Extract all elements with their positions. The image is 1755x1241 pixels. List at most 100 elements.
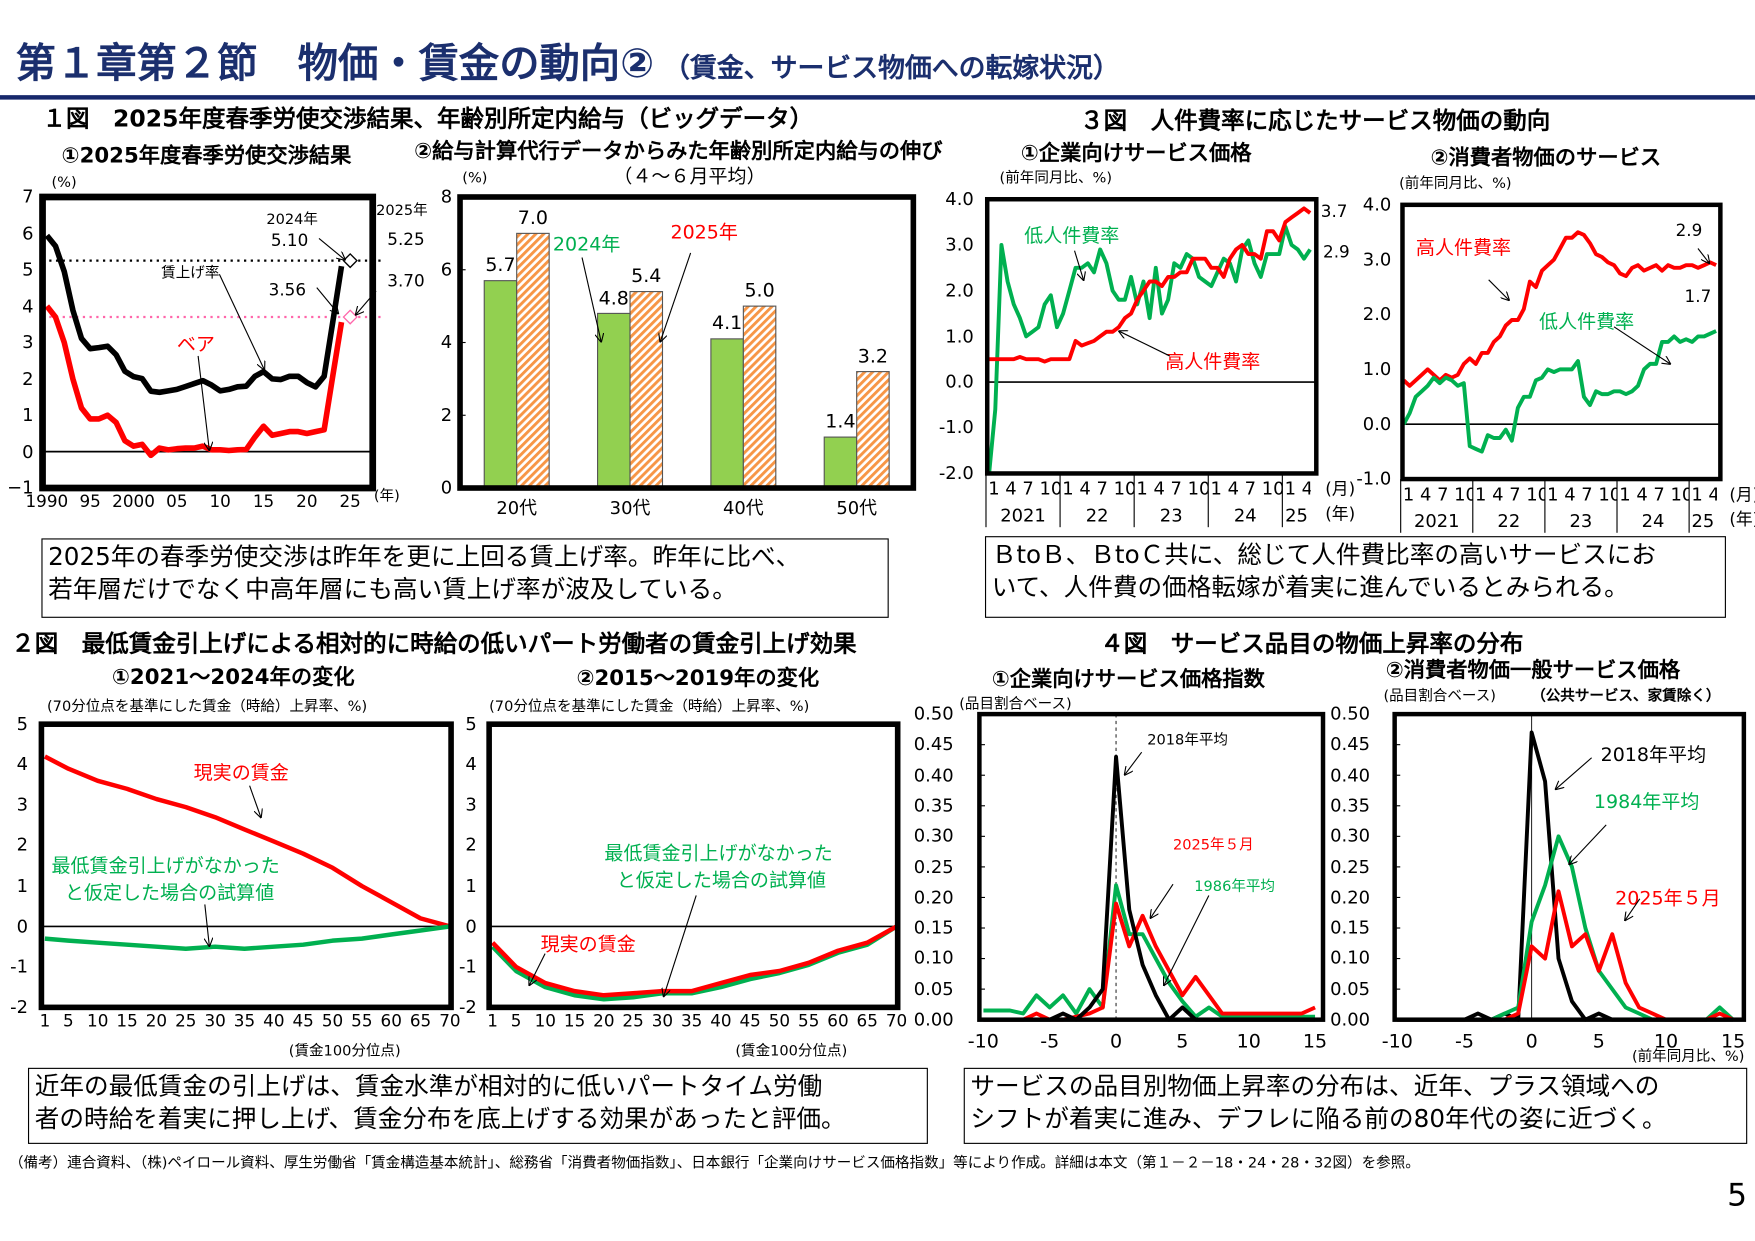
title-rule [0,95,1755,100]
c5-xtick: 35 [233,1010,256,1031]
month-label: 1 4 5 [1691,485,1716,504]
annotation-arrow [1073,250,1084,280]
c5-xtick: 30 [204,1010,226,1031]
annotation-arrow [197,355,209,450]
annotation-arrow [1625,898,1641,920]
series-line-2 [44,304,345,459]
c7-xtick: 0 [1109,1030,1123,1053]
fig1-title: １図 2025年度春季労使交渉結果、年齢別所定内給与（ビッグデータ） [42,105,814,133]
c7-ytick: 0.50 [913,702,954,725]
annotation-arrow [1119,331,1170,357]
c7-label-2018: 2018年平均 [1147,732,1228,749]
c8-ytick: 0.45 [1330,733,1371,755]
fig1-sub2: ②給与計算代行データからみた年齢別所定内給与の伸び [414,138,943,164]
c8-ytick: 0.50 [1330,702,1371,725]
c7-xtick: -10 [967,1030,999,1053]
fig2-summary: 近年の最低賃金の引上げは、賃金水準が相対的に低いパートタイム労働 者の時給を着実に… [27,1067,928,1144]
c6-xtick: 65 [856,1010,878,1031]
c1-ann-2024: 2024年 [266,211,318,229]
c7-ytick: 0.35 [913,794,954,816]
bar-2024 [710,338,744,489]
c6-xtick: 40 [710,1010,732,1031]
c5-xtick: 50 [321,1010,344,1031]
c1-ytick: −1 [7,476,34,499]
c2-category-label: 20代 [496,496,538,519]
c5-xtick: 60 [380,1010,402,1031]
c1-xtick: 1990 [25,490,69,511]
c8-label-1984: 1984年平均 [1593,791,1700,814]
c1-xtick: 10 [209,490,231,511]
c7-xtick: -5 [1040,1030,1060,1053]
series-line-2 [490,924,898,998]
series-line-2 [44,924,451,951]
bar-value-label: 7.0 [517,207,549,230]
c2-ytick: 8 [440,185,453,208]
c8-xtick: 15 [1720,1030,1746,1053]
c2-legend-2025: 2025年 [670,221,738,245]
c5-xtick: 70 [439,1010,461,1031]
c5-xtick: 55 [351,1010,373,1031]
c7-ytick: 0.05 [913,977,954,1000]
series-line-1 [44,233,345,396]
plot-frame [38,721,454,1011]
c2-ytick: 0 [440,476,453,499]
c8-xtick: 10 [1653,1030,1679,1053]
c2-ytick: 4 [440,331,453,353]
c6-xtick: 20 [593,1010,615,1031]
year-label: 25 [1691,510,1715,532]
c8-label-2025: 2025年５月 [1615,887,1721,910]
fig3-sub2: ②消費者物価のサービス [1430,145,1662,171]
fig4-summary-line1: サービスの品目別物価上昇率の分布は、近年、プラス領域への [970,1073,1660,1102]
fig2-sub2: ②2015～2019年の変化 [576,665,820,691]
bar-value-label: 1.4 [825,410,856,434]
bar-value-label: 4.8 [598,287,629,310]
c6-ytick: 5 [465,712,477,735]
c3-ytick: 2.0 [945,279,974,301]
series-line-1 [987,224,1312,474]
c6-xtick: 60 [827,1010,849,1031]
c3-ytick: -1.0 [938,416,974,438]
c6-xtick: 25 [622,1010,644,1031]
annotation-arrow [1151,883,1174,918]
c1-xtick: 15 [252,490,275,511]
c8-xtick: -5 [1454,1030,1474,1053]
c1-xtick: 95 [79,490,101,511]
c7-ytick: 0.25 [913,855,954,877]
c8-ytick: 0.25 [1330,855,1371,877]
year-label: 22 [1085,504,1109,527]
fig4-summary-line2: シフトが着実に進み、デフレに陥る前の80年代の姿に近づく。 [970,1105,1667,1134]
c7-xtick: 15 [1302,1030,1328,1053]
c3-ytick: -2.0 [938,462,974,484]
c8-xtick: -10 [1381,1030,1413,1053]
page-number: 5 [1727,1176,1748,1214]
plot-frame [1400,202,1723,482]
fig3-summary: ＢtoＢ、ＢtoＣ共に、総じて人件費比率の高いサービスにお いて、人件費の価格転嫁… [984,536,1726,618]
series-line-2 [1401,329,1717,454]
c7-ytick: 0.00 [913,1008,954,1030]
c6-label-counterfactual-1: 最低賃金引上げがなかった [604,842,833,866]
footer-note: （備考）連合資料、（株)ペイロール資料、厚生労働省「賃金構造基本統計」、総務省「… [8,1155,1420,1172]
annotation-arrow [318,237,345,259]
c1-ytick: 0 [22,440,34,462]
annotation-arrow [529,953,546,985]
annotation-arrow [205,904,209,945]
c1-ann-2025-wage: 5.25 [387,229,425,250]
c7-ytick: 0.10 [913,947,954,969]
c2-legend-2024: 2024年 [552,233,621,257]
c5-xtick: 1 [39,1010,51,1031]
c5-xlabel: (賃金100分位点) [288,1043,401,1060]
fig1-sub2-period: （４～６月平均） [613,165,766,189]
c6-ytick: 0 [465,915,477,937]
c3-end-low: 2.9 [1323,241,1350,262]
month-label: 1 4 7 10 [1062,480,1135,499]
c7-ylabel: (品目割合ベース) [959,696,1072,713]
bar-2024 [483,280,518,489]
c2-ylabel: (%) [462,170,488,187]
c5-xtick: 20 [145,1010,168,1031]
c8-xtick: 0 [1525,1030,1538,1053]
c1-ytick: 6 [22,222,34,244]
c8-label-2018: 2018年平均 [1600,744,1707,767]
series-line-3 [1397,889,1734,1022]
c6-xtick: 55 [798,1010,820,1031]
point-2025-marker [342,309,358,325]
